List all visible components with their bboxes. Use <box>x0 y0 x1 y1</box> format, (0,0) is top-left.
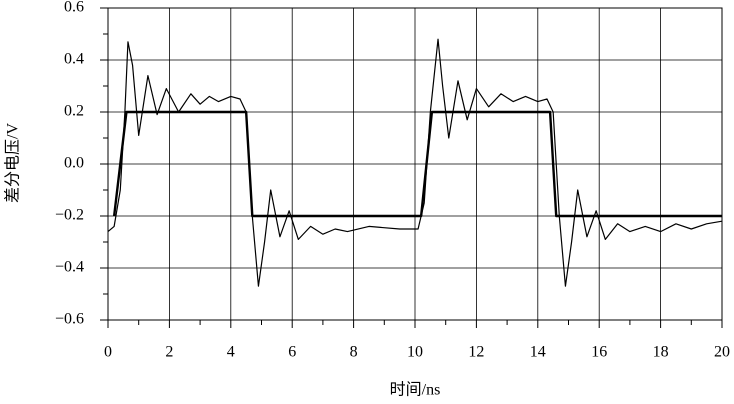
x-tick-label: 10 <box>407 344 423 361</box>
x-tick-label: 18 <box>653 344 669 361</box>
x-tick-label: 14 <box>530 344 546 361</box>
y-axis-label: 差分电压/V <box>4 123 22 203</box>
y-tick-label: 0.6 <box>64 0 84 16</box>
x-tick-label: 12 <box>468 344 484 361</box>
x-tick-label: 20 <box>714 344 730 361</box>
y-tick-label: 0.4 <box>64 51 84 68</box>
x-axis-label: 时间/ns <box>390 381 441 399</box>
y-tick-label: −0.2 <box>55 207 84 224</box>
x-tick-label: 0 <box>104 344 112 361</box>
y-tick-label: −0.4 <box>55 259 84 276</box>
x-tick-label: 8 <box>350 344 358 361</box>
series-line <box>107 38 723 287</box>
plot-frame <box>107 7 723 321</box>
x-tick-label: 4 <box>227 344 235 361</box>
x-tick-label: 16 <box>591 344 607 361</box>
y-tick-label: −0.6 <box>55 311 84 328</box>
x-tick-label: 6 <box>288 344 296 361</box>
y-tick-label: 0.2 <box>64 103 84 120</box>
y-tick-label: 0.0 <box>64 155 84 172</box>
x-tick-label: 2 <box>165 344 173 361</box>
